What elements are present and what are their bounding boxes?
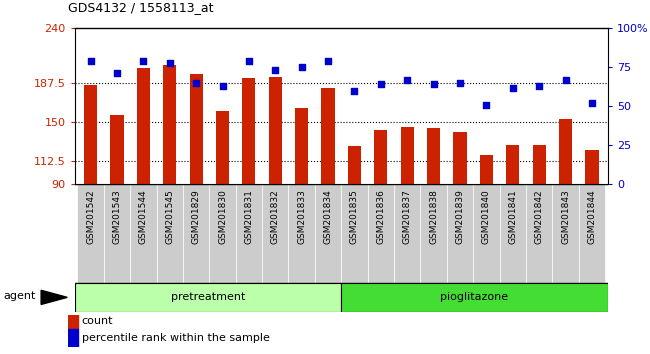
Bar [506, 145, 519, 184]
Text: GSM201829: GSM201829 [192, 189, 201, 244]
Point [270, 68, 281, 73]
Bar [157, 184, 183, 283]
Bar [480, 155, 493, 184]
Bar [315, 184, 341, 283]
Bar [394, 184, 421, 283]
Bar [75, 283, 341, 312]
Text: GSM201833: GSM201833 [297, 189, 306, 244]
Point [85, 58, 96, 64]
Text: GSM201842: GSM201842 [535, 189, 543, 244]
Bar [559, 119, 572, 184]
Bar [236, 184, 262, 283]
Point [560, 77, 571, 82]
Bar [526, 184, 552, 283]
Text: GSM201830: GSM201830 [218, 189, 227, 244]
Bar [341, 184, 368, 283]
Bar [68, 312, 78, 329]
Text: percentile rank within the sample: percentile rank within the sample [82, 333, 270, 343]
Bar [500, 184, 526, 283]
Bar [216, 112, 229, 184]
Point [349, 88, 359, 93]
Bar [348, 145, 361, 184]
Text: count: count [82, 316, 113, 326]
Bar [374, 130, 387, 184]
Text: GSM201542: GSM201542 [86, 189, 95, 244]
Bar [447, 184, 473, 283]
Bar [111, 114, 124, 184]
Bar [473, 184, 500, 283]
Text: GSM201832: GSM201832 [271, 189, 280, 244]
Text: pretreatment: pretreatment [171, 292, 245, 302]
Bar [400, 127, 414, 184]
Text: GSM201544: GSM201544 [139, 189, 148, 244]
Point [428, 81, 439, 87]
Text: GSM201836: GSM201836 [376, 189, 385, 244]
Bar [136, 68, 150, 184]
Point [534, 83, 544, 89]
Text: agent: agent [4, 291, 36, 301]
Bar [209, 184, 236, 283]
Text: GSM201834: GSM201834 [324, 189, 333, 244]
Text: GSM201837: GSM201837 [403, 189, 411, 244]
Point [587, 100, 597, 106]
Bar [242, 78, 255, 184]
Bar [77, 184, 104, 283]
Bar [295, 108, 308, 184]
Text: GSM201843: GSM201843 [561, 189, 570, 244]
Text: GSM201835: GSM201835 [350, 189, 359, 244]
Point [138, 58, 149, 64]
Text: GSM201543: GSM201543 [112, 189, 122, 244]
Text: GSM201831: GSM201831 [244, 189, 254, 244]
Text: GSM201839: GSM201839 [456, 189, 465, 244]
Bar [163, 65, 176, 184]
Bar [368, 184, 394, 283]
Point [323, 58, 333, 64]
Bar [84, 85, 98, 184]
Bar [454, 132, 467, 184]
Bar [68, 329, 78, 347]
Bar [130, 184, 157, 283]
Text: GSM201844: GSM201844 [588, 189, 597, 244]
Point [164, 60, 175, 65]
Point [376, 81, 386, 87]
Bar [104, 184, 130, 283]
Text: GDS4132 / 1558113_at: GDS4132 / 1558113_at [68, 1, 214, 14]
Bar [183, 184, 209, 283]
Bar [289, 184, 315, 283]
Bar [532, 145, 546, 184]
Text: GSM201841: GSM201841 [508, 189, 517, 244]
Bar [552, 184, 578, 283]
Polygon shape [41, 290, 68, 304]
Bar [585, 150, 599, 184]
Bar [190, 74, 203, 184]
Bar [262, 184, 289, 283]
Point [296, 64, 307, 70]
Text: GSM201838: GSM201838 [429, 189, 438, 244]
Bar [578, 184, 605, 283]
Point [244, 58, 254, 64]
Point [455, 80, 465, 86]
Bar [427, 128, 440, 184]
Bar [322, 87, 335, 184]
Text: GSM201545: GSM201545 [165, 189, 174, 244]
Bar [268, 77, 282, 184]
Point [191, 80, 202, 86]
Point [112, 71, 122, 76]
Point [402, 77, 412, 82]
Text: pioglitazone: pioglitazone [441, 292, 508, 302]
Text: GSM201840: GSM201840 [482, 189, 491, 244]
Bar [421, 184, 447, 283]
Point [481, 102, 491, 108]
Point [217, 83, 228, 89]
Point [508, 85, 518, 90]
Bar [341, 283, 608, 312]
